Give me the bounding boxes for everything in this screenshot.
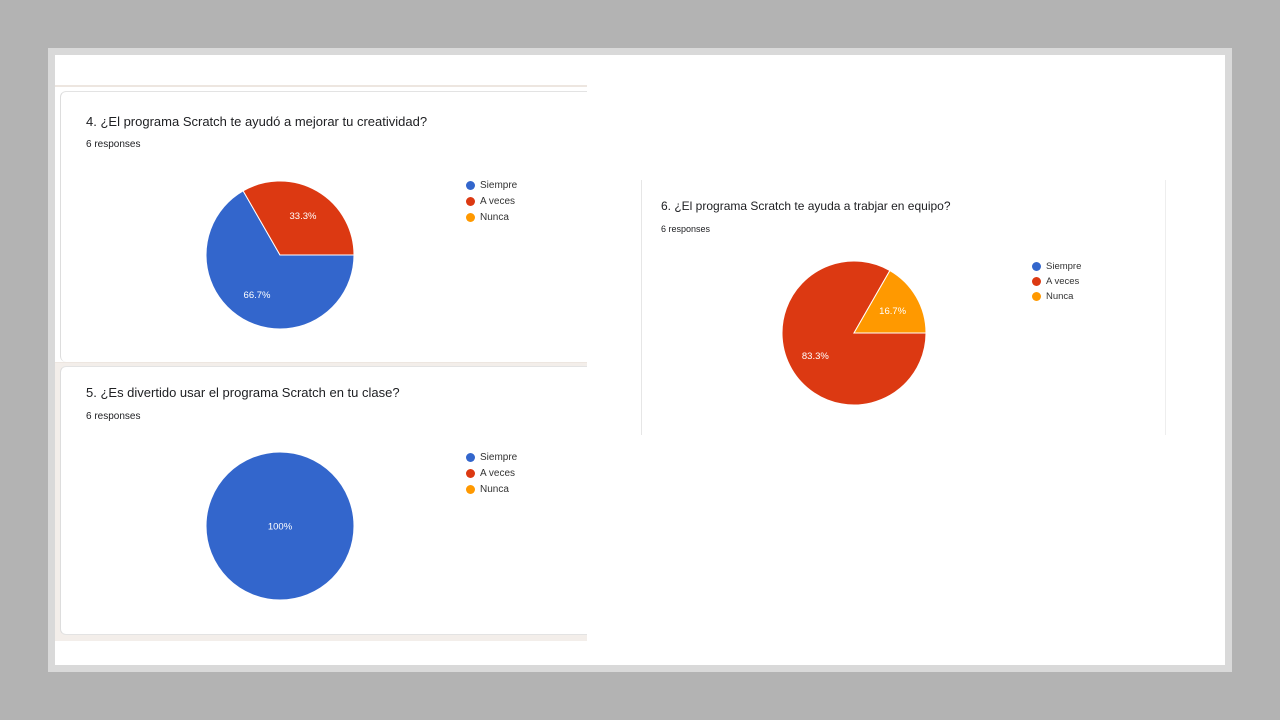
legend-label-nunca: Nunca xyxy=(1046,291,1074,302)
pie-chart-q4: 66.7% 33.3% xyxy=(205,180,355,330)
legend-label-nunca: Nunca xyxy=(480,483,509,495)
chart-card-q4: 4. ¿El programa Scratch te ayudó a mejor… xyxy=(55,85,587,364)
legend-dot-a-veces xyxy=(1032,277,1041,286)
legend-item-a-veces: A veces xyxy=(466,193,517,209)
legend-dot-siempre xyxy=(466,452,475,462)
chart-subtitle-q4: 6 responses xyxy=(86,139,141,150)
legend-dot-nunca xyxy=(466,484,475,494)
pie-label-nunca: 16.7% xyxy=(879,306,906,317)
pie-slice-nunca xyxy=(853,269,927,334)
chart-subtitle-q5: 6 responses xyxy=(86,411,141,422)
pie-label-siempre: 100% xyxy=(268,522,293,533)
legend-label-a-veces: A veces xyxy=(1046,276,1080,287)
legend-dot-nunca xyxy=(466,212,475,222)
legend-dot-siempre xyxy=(1032,262,1041,271)
legend-label-a-veces: A veces xyxy=(480,467,516,479)
legend-q4: Siempre A veces Nunca xyxy=(466,177,517,225)
legend-item-siempre: Siempre xyxy=(466,449,517,465)
pie-chart-q6: 83.3% 16.7% xyxy=(781,260,927,406)
legend-dot-nunca xyxy=(1032,292,1041,301)
legend-q6: Siempre A veces Nunca xyxy=(1032,259,1081,304)
legend-label-siempre: Siempre xyxy=(1046,261,1082,272)
pie-label-a-veces: 33.3% xyxy=(290,211,317,222)
chart-card-q6: 6. ¿El programa Scratch te ayuda a trabj… xyxy=(641,180,1166,435)
chart-title-q4: 4. ¿El programa Scratch te ayudó a mejor… xyxy=(86,114,428,129)
legend-item-siempre: Siempre xyxy=(1032,259,1081,274)
chart-title-q6: 6. ¿El programa Scratch te ayuda a trabj… xyxy=(661,199,951,213)
legend-item-nunca: Nunca xyxy=(1032,289,1081,304)
legend-q5: Siempre A veces Nunca xyxy=(466,449,517,497)
pie-label-a-veces: 83.3% xyxy=(802,351,829,362)
pie-label-siempre: 66.7% xyxy=(244,290,271,301)
pie-slice-siempre xyxy=(205,451,355,601)
legend-label-a-veces: A veces xyxy=(480,195,516,207)
legend-item-siempre: Siempre xyxy=(466,177,517,193)
chart-card-q4-panel: 4. ¿El programa Scratch te ayudó a mejor… xyxy=(60,91,587,362)
chart-title-q5: 5. ¿Es divertido usar el programa Scratc… xyxy=(86,385,400,400)
legend-item-a-veces: A veces xyxy=(1032,274,1081,289)
legend-item-nunca: Nunca xyxy=(466,481,517,497)
chart-subtitle-q6: 6 responses xyxy=(661,224,711,234)
legend-dot-siempre xyxy=(466,180,475,190)
legend-dot-a-veces xyxy=(466,468,475,478)
chart-card-q5-panel: 5. ¿Es divertido usar el programa Scratc… xyxy=(60,366,587,635)
legend-item-a-veces: A veces xyxy=(466,465,517,481)
slide-frame: 4. ¿El programa Scratch te ayudó a mejor… xyxy=(48,48,1232,672)
legend-label-siempre: Siempre xyxy=(480,179,518,191)
pie-slice-siempre xyxy=(205,190,355,330)
pie-slice-a-veces xyxy=(242,180,355,256)
legend-label-siempre: Siempre xyxy=(480,451,518,463)
legend-item-nunca: Nunca xyxy=(466,209,517,225)
legend-label-nunca: Nunca xyxy=(480,211,509,223)
legend-dot-a-veces xyxy=(466,196,475,206)
slide-canvas: 4. ¿El programa Scratch te ayudó a mejor… xyxy=(55,55,1225,665)
chart-card-q5: 5. ¿Es divertido usar el programa Scratc… xyxy=(55,363,587,641)
pie-chart-q5: 100% xyxy=(205,451,355,601)
